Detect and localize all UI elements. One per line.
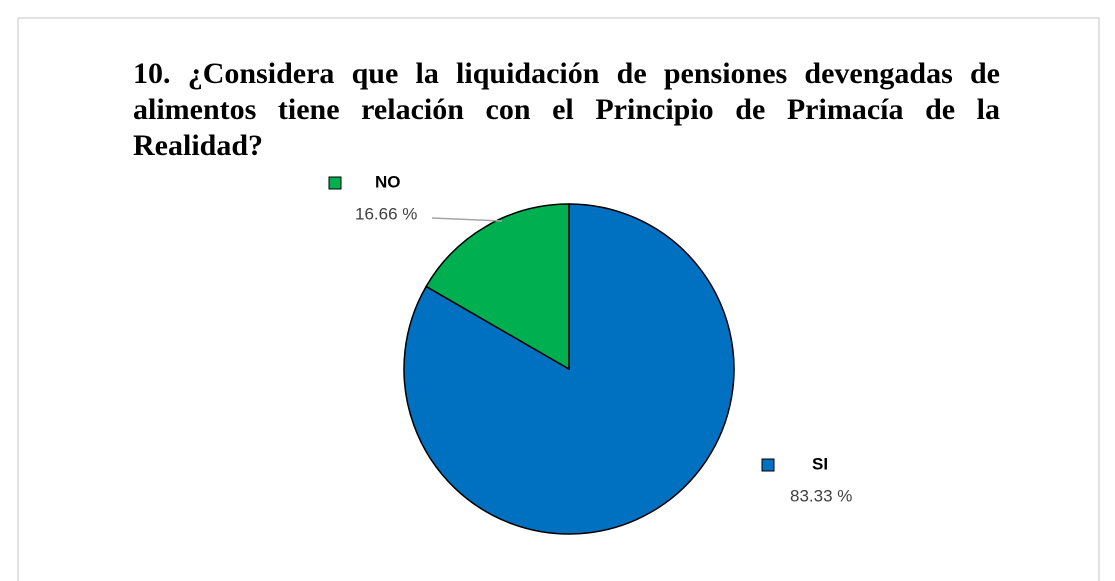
leader-line: [431, 217, 503, 222]
pie-slice: [403, 203, 735, 535]
legend-swatch: [761, 458, 775, 472]
value-label: 16.66 %: [355, 204, 417, 223]
value-label: 83.33 %: [790, 486, 852, 505]
legend-swatch: [328, 176, 342, 190]
category-label: NO: [375, 172, 401, 191]
chart-frame: [17, 17, 1100, 581]
category-label: SI: [812, 454, 828, 473]
pie-slice: [425, 203, 570, 371]
chart-title: 10. ¿Considera que la liquidación de pen…: [133, 57, 1000, 162]
